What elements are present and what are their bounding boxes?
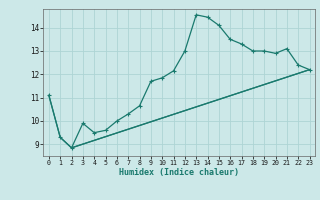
- X-axis label: Humidex (Indice chaleur): Humidex (Indice chaleur): [119, 168, 239, 177]
